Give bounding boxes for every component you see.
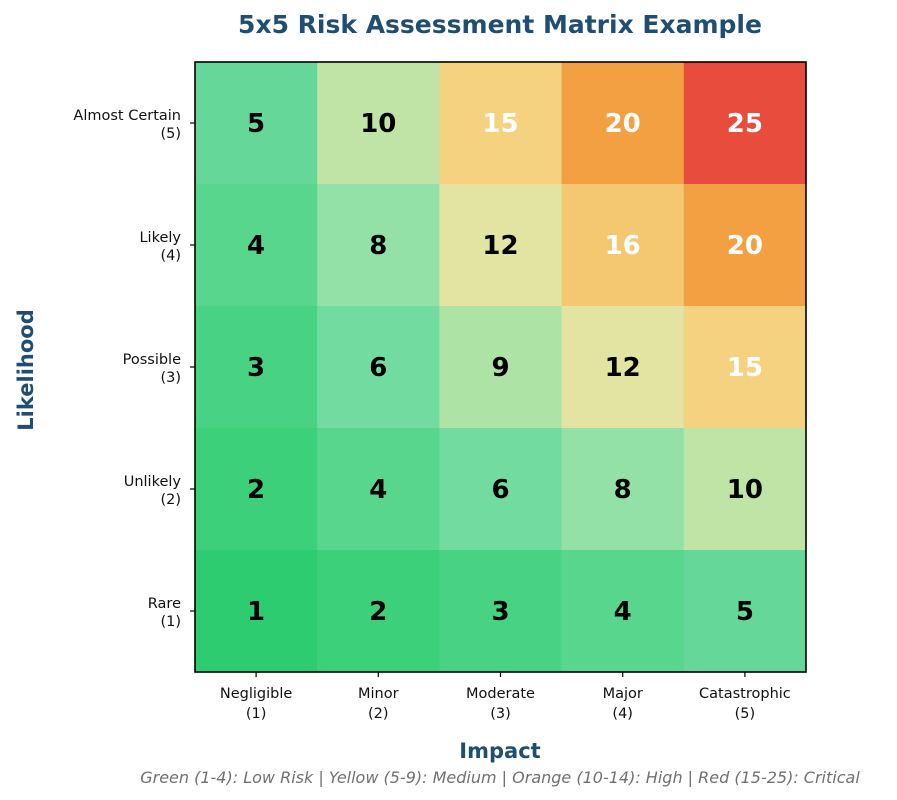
cell-value-label: 8 [369,231,387,261]
cell-value-label: 15 [727,353,763,383]
cell-value-label: 5 [736,597,754,627]
cell-value-label: 6 [369,353,387,383]
cell-value-label: 3 [491,597,509,627]
y-tick-label: Rare [148,596,181,612]
x-tick-label: Negligible [220,686,292,702]
cell-value-label: 4 [247,231,265,261]
heatmap-value-labels: 5 10 15 20 254 8 12 16 203 6 9 12 152 4 6 8 101 2 3 4 5 [247,109,763,627]
heatmap-cell [317,306,440,429]
cell-value-label: 12 [605,353,641,383]
x-tick-level: (5) [735,706,756,722]
heatmap-cell [683,184,807,307]
y-axis-ticks: Almost Certain (5) Likely (4) Possible (3) Unl… [73,108,195,630]
heatmap-cell [195,550,318,673]
y-tick-label: Almost Certain [73,108,181,124]
heatmap-cell [561,306,685,429]
heatmap-cell [561,428,685,551]
heatmap-cell [195,62,318,185]
x-tick-level: (1) [246,706,267,722]
x-tick-label: Catastrophic [699,686,791,702]
heatmap-cell [683,306,807,429]
cell-value-label: 10 [727,475,763,505]
x-axis-ticks: Negligible (1) Minor (2) Moderate (3) Major (4)… [220,672,791,722]
y-axis-label: Likelihood [14,309,38,430]
heatmap-cell [317,550,440,673]
cell-value-label: 2 [247,475,265,505]
y-tick-level: (2) [160,492,181,508]
cell-value-label: 2 [369,597,387,627]
heatmap-cell [195,428,318,551]
x-tick-label: Minor [358,686,399,702]
heatmap-cell [439,306,563,429]
heatmap-cell [683,62,807,185]
y-tick-label: Likely [139,230,181,246]
heatmap-cell [439,184,563,307]
heatmap-cell [317,428,440,551]
heatmap-cell [561,184,685,307]
cell-value-label: 20 [605,109,641,139]
cell-value-label: 12 [482,231,518,261]
cell-value-label: 1 [247,597,265,627]
cell-value-label: 6 [491,475,509,505]
cell-value-label: 20 [727,231,763,261]
x-tick-level: (4) [612,706,633,722]
cell-value-label: 25 [727,109,763,139]
heatmap-cell [561,62,685,185]
x-tick-label: Moderate [466,686,535,702]
y-tick-level: (5) [160,126,181,142]
x-tick-level: (3) [490,706,511,722]
heatmap-cell [683,550,807,673]
risk-legend-footnote: Green (1-4): Low Risk | Yellow (5-9): Me… [140,768,860,787]
cell-value-label: 8 [614,475,632,505]
heatmap-cell [195,306,318,429]
x-tick-label: Major [603,686,643,702]
y-tick-label: Unlikely [124,474,182,490]
heatmap-cell [439,62,563,185]
y-tick-level: (4) [160,248,181,264]
heatmap-cell [317,62,440,185]
cell-value-label: 4 [369,475,387,505]
heatmap-cell [317,184,440,307]
cell-value-label: 9 [491,353,509,383]
cell-value-label: 4 [614,597,632,627]
cell-value-label: 3 [247,353,265,383]
cell-value-label: 5 [247,109,265,139]
chart-title: 5x5 Risk Assessment Matrix Example [238,10,762,39]
heatmap-cell [195,184,318,307]
y-tick-level: (1) [160,614,181,630]
heatmap-cell [439,428,563,551]
x-tick-level: (2) [368,706,389,722]
cell-value-label: 15 [482,109,518,139]
heatmap-cell [439,550,563,673]
cell-value-label: 16 [605,231,641,261]
heatmap-cell [561,550,685,673]
cell-value-label: 10 [360,109,396,139]
x-axis-label: Impact [459,739,540,763]
y-tick-label: Possible [123,352,181,368]
y-tick-level: (3) [160,370,181,386]
heatmap-cell [683,428,807,551]
heatmap-cells [195,62,807,673]
